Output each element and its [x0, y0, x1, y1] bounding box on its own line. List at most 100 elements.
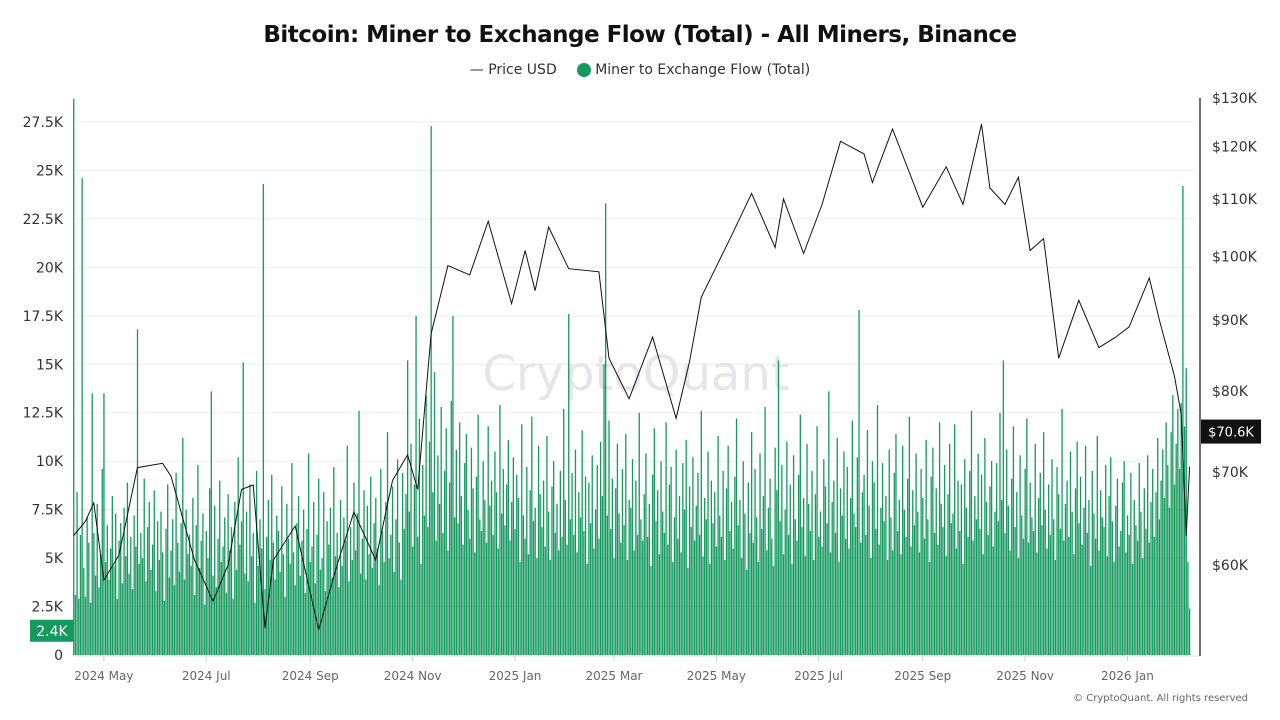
flow-bar: [972, 540, 974, 655]
legend-price-line-icon[interactable]: —: [469, 62, 484, 78]
flow-bar: [245, 511, 248, 655]
flow-bar: [1126, 515, 1129, 655]
flow-bar: [584, 476, 587, 655]
y-right-tick-label: $130K: [1212, 91, 1258, 107]
flow-bar: [797, 474, 800, 655]
flow-bar: [839, 488, 842, 655]
flow-bar: [158, 560, 160, 655]
flow-bar: [1079, 476, 1082, 655]
flow-bar: [457, 523, 459, 655]
flow-bar: [74, 594, 77, 655]
flow-bar: [383, 561, 385, 655]
x-tick-label: 2025 May: [687, 669, 746, 683]
flow-bar: [89, 602, 92, 655]
flow-bar: [898, 499, 900, 655]
flow-bar: [890, 517, 892, 655]
flow-bar: [1098, 550, 1100, 655]
flow-bar: [482, 461, 484, 655]
flow-bar: [272, 542, 275, 655]
flow-bar: [1029, 482, 1031, 655]
flow-bar: [284, 596, 286, 655]
flow-bar: [1058, 494, 1060, 655]
flow-bar: [113, 565, 115, 655]
flow-bar: [287, 538, 290, 655]
flow-bar: [744, 513, 746, 655]
flow-bar: [104, 561, 107, 655]
flow-bar: [1053, 519, 1055, 655]
flow-bar: [821, 546, 823, 655]
flow-bar: [881, 463, 884, 655]
flow-bar: [351, 560, 353, 655]
flow-bar: [836, 437, 838, 655]
flow-bar: [83, 567, 85, 655]
flow-bar: [922, 498, 924, 655]
flow-bar: [1096, 435, 1098, 655]
flow-bar: [891, 550, 894, 655]
flow-bar: [224, 517, 226, 655]
flow-bar: [1074, 488, 1077, 655]
flow-bar: [615, 488, 617, 655]
flow-bar: [954, 424, 956, 655]
flow-bar: [1012, 426, 1015, 655]
flow-bar: [599, 441, 602, 655]
flow-bar: [291, 463, 293, 655]
flow-bar: [396, 459, 399, 655]
copyright-footer: © CryptoQuant. All rights reserved: [1073, 693, 1248, 704]
flow-bar: [440, 406, 442, 655]
legend-flow-dot-icon[interactable]: [577, 63, 592, 77]
flow-bar: [782, 554, 785, 655]
flow-bar: [994, 511, 996, 655]
flow-bar: [302, 509, 305, 655]
flow-bar: [168, 577, 171, 655]
flow-bar: [170, 550, 172, 655]
flow-bar: [230, 527, 233, 655]
flow-bar: [705, 519, 707, 655]
flow-bar: [868, 505, 870, 655]
flow-bar: [930, 476, 932, 655]
flow-bar: [130, 536, 132, 655]
flow-bar: [596, 465, 598, 655]
flow-bar: [995, 463, 998, 655]
flow-bar: [962, 563, 964, 655]
flow-bar: [462, 544, 464, 655]
flow-bar: [207, 558, 209, 655]
flow-bar: [1152, 468, 1154, 655]
flow-bar: [353, 482, 355, 655]
flow-bar: [326, 521, 328, 655]
flow-bar: [81, 178, 83, 655]
flow-bar: [593, 548, 595, 655]
flow-bar: [459, 422, 461, 655]
flow-bar: [1173, 484, 1176, 655]
flow-bar: [534, 507, 536, 655]
flow-bar: [781, 465, 783, 655]
flow-bar: [866, 430, 869, 655]
y-left-tick-label: 2.5K: [32, 600, 64, 616]
flow-bar: [903, 509, 905, 655]
flow-bar: [1002, 360, 1004, 655]
legend-flow-label[interactable]: Miner to Exchange Flow (Total): [595, 62, 811, 78]
last-flow-badge: 2.4K: [30, 619, 74, 642]
flow-bar: [915, 453, 917, 655]
flow-bar: [254, 602, 256, 655]
flow-bar: [118, 540, 120, 655]
flow-bar: [1017, 558, 1020, 655]
flow-bar: [125, 556, 127, 655]
flow-bar: [279, 571, 281, 655]
flow-bar: [745, 569, 748, 655]
flow-bar: [277, 530, 280, 655]
flow-bar: [606, 515, 608, 655]
y-right-tick-label: $100K: [1212, 249, 1258, 265]
flow-bar: [363, 490, 365, 655]
legend-price-label[interactable]: Price USD: [488, 62, 557, 78]
flow-bar: [229, 550, 231, 655]
flow-bar: [823, 459, 825, 655]
flow-bar: [687, 567, 689, 655]
flow-bar: [262, 184, 264, 655]
flow-bar: [549, 560, 551, 655]
flow-bar: [366, 505, 369, 655]
flow-bar: [1120, 530, 1122, 655]
flow-bar: [1022, 538, 1025, 655]
y-left-tick-label: 10K: [36, 454, 64, 470]
flow-bar: [477, 414, 479, 655]
flow-bar: [225, 592, 228, 655]
